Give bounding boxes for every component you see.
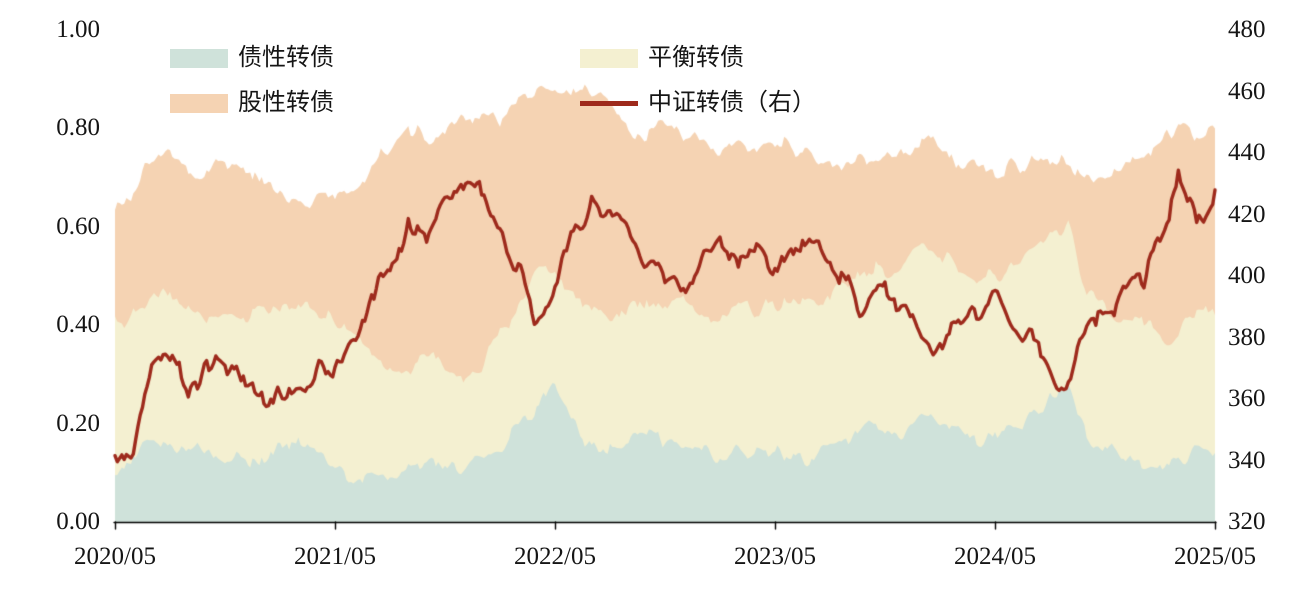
legend-swatch-csi-convertible-index [580,100,638,106]
x-axis-tick-label: 2020/05 [74,543,156,570]
legend-swatch-debt-convertibles [170,48,228,68]
legend-label-debt-convertibles: 债性转债 [238,45,334,71]
x-axis-tick-label: 2022/05 [514,543,596,570]
left-axis-tick-label: 0.60 [56,213,100,240]
right-axis-tick-label: 400 [1228,262,1266,289]
legend-label-csi-convertible-index: 中证转债（右） [648,90,816,116]
left-axis-tick-label: 0.80 [56,114,100,141]
left-axis-tick-label: 0.20 [56,410,100,437]
legend-label-balanced-convertibles: 平衡转债 [648,45,744,71]
legend-swatch-balanced-convertibles [580,48,638,68]
right-axis-tick-label: 380 [1228,324,1266,351]
right-axis-tick-label: 420 [1228,201,1266,228]
left-axis-tick-label: 0.40 [56,311,100,338]
right-axis-tick-label: 440 [1228,139,1266,166]
x-axis-tick-label: 2024/05 [954,543,1036,570]
right-axis-tick-label: 460 [1228,78,1266,105]
right-axis-tick-label: 480 [1228,16,1266,43]
right-axis-tick-label: 320 [1228,508,1266,535]
x-axis-tick-label: 2023/05 [734,543,816,570]
right-axis-tick-label: 340 [1228,447,1266,474]
legend-swatch-equity-convertibles [170,93,228,113]
legend-item-equity-convertibles: 股性转债 [170,89,334,117]
left-axis-tick-label: 0.00 [56,508,100,535]
legend-item-balanced-convertibles: 平衡转债 [580,44,744,72]
x-axis-tick-label: 2021/05 [294,543,376,570]
legend-label-equity-convertibles: 股性转债 [238,90,334,116]
legend-item-debt-convertibles: 债性转债 [170,44,334,72]
left-axis-tick-label: 1.00 [56,16,100,43]
x-axis-tick-label: 2025/05 [1174,543,1256,570]
legend-item-csi-convertible-index: 中证转债（右） [580,89,816,117]
right-axis-tick-label: 360 [1228,385,1266,412]
